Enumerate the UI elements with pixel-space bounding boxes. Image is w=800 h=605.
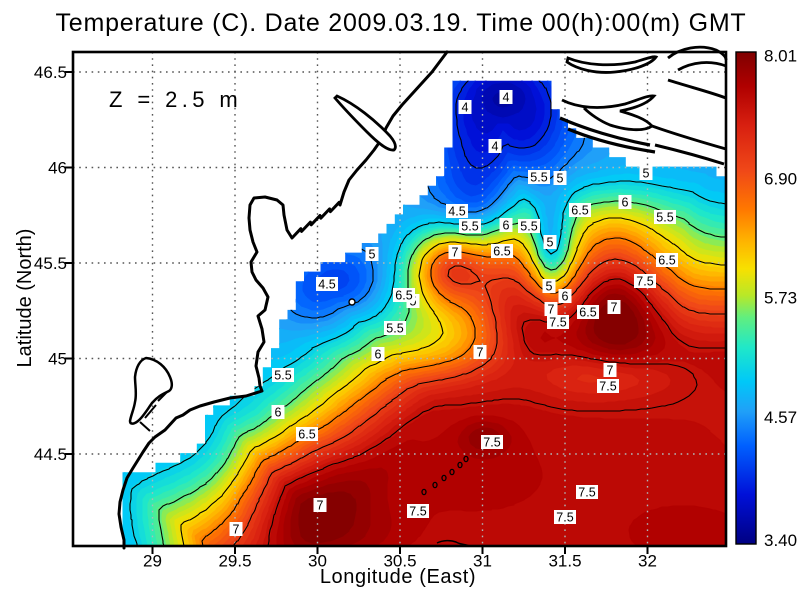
- svg-text:4: 4: [503, 91, 510, 105]
- svg-text:6: 6: [562, 290, 569, 304]
- svg-text:45.5: 45.5: [34, 254, 67, 273]
- svg-text:5: 5: [547, 236, 554, 250]
- svg-text:6: 6: [275, 406, 282, 420]
- svg-text:46: 46: [48, 159, 67, 178]
- svg-text:5: 5: [546, 280, 553, 294]
- svg-text:7.5: 7.5: [636, 275, 653, 289]
- svg-text:7: 7: [233, 523, 240, 537]
- svg-text:3.40: 3.40: [764, 531, 797, 550]
- svg-text:6.90: 6.90: [764, 170, 797, 189]
- svg-text:Longitude (East): Longitude (East): [320, 566, 476, 588]
- svg-text:6: 6: [375, 348, 382, 362]
- svg-text:5: 5: [369, 248, 376, 262]
- svg-text:32: 32: [638, 552, 657, 571]
- svg-text:5.5: 5.5: [274, 369, 291, 383]
- svg-text:4.57: 4.57: [764, 408, 797, 427]
- svg-text:6.5: 6.5: [493, 245, 510, 259]
- svg-text:30.5: 30.5: [383, 552, 416, 571]
- svg-text:7.5: 7.5: [549, 316, 566, 330]
- svg-text:7: 7: [607, 364, 614, 378]
- svg-text:6: 6: [622, 196, 629, 210]
- svg-text:5.73: 5.73: [764, 288, 797, 307]
- svg-text:7: 7: [477, 346, 484, 360]
- svg-text:7.5: 7.5: [578, 486, 595, 500]
- svg-text:Z = 2.5 m: Z = 2.5 m: [109, 87, 242, 112]
- svg-text:45: 45: [48, 350, 67, 369]
- svg-text:7: 7: [452, 246, 459, 260]
- svg-text:Temperature (C). Date 2009.03.: Temperature (C). Date 2009.03.19. Time 0…: [56, 9, 747, 37]
- svg-text:5.5: 5.5: [530, 171, 547, 185]
- svg-text:5: 5: [643, 167, 650, 181]
- svg-text:29: 29: [143, 552, 162, 571]
- svg-text:4.5: 4.5: [448, 205, 465, 219]
- svg-text:7: 7: [611, 301, 618, 315]
- svg-text:6.5: 6.5: [298, 428, 315, 442]
- svg-text:5: 5: [557, 172, 564, 186]
- svg-text:30: 30: [308, 552, 327, 571]
- svg-text:Latitude (North): Latitude (North): [14, 229, 36, 368]
- svg-text:5.5: 5.5: [386, 322, 403, 336]
- svg-text:6: 6: [503, 219, 510, 233]
- svg-text:44.5: 44.5: [34, 445, 67, 464]
- svg-text:4: 4: [462, 101, 469, 115]
- svg-text:31: 31: [473, 552, 492, 571]
- svg-text:7.5: 7.5: [556, 511, 573, 525]
- svg-text:46.5: 46.5: [34, 63, 67, 82]
- svg-text:7.5: 7.5: [483, 436, 500, 450]
- svg-text:5.5: 5.5: [520, 220, 537, 234]
- svg-text:6.5: 6.5: [571, 204, 588, 218]
- svg-text:5.5: 5.5: [461, 220, 478, 234]
- svg-text:8.01: 8.01: [764, 47, 797, 66]
- svg-text:5.5: 5.5: [656, 211, 673, 225]
- svg-text:6.5: 6.5: [395, 289, 412, 303]
- svg-text:7.5: 7.5: [409, 505, 426, 519]
- svg-text:4.5: 4.5: [318, 278, 335, 292]
- svg-text:7.5: 7.5: [599, 380, 616, 394]
- svg-text:31.5: 31.5: [548, 552, 581, 571]
- svg-text:4: 4: [492, 140, 499, 154]
- svg-text:6.5: 6.5: [658, 254, 675, 268]
- svg-text:7: 7: [317, 499, 324, 513]
- svg-text:6.5: 6.5: [579, 306, 596, 320]
- svg-text:29.5: 29.5: [218, 552, 251, 571]
- svg-text:7: 7: [548, 303, 555, 317]
